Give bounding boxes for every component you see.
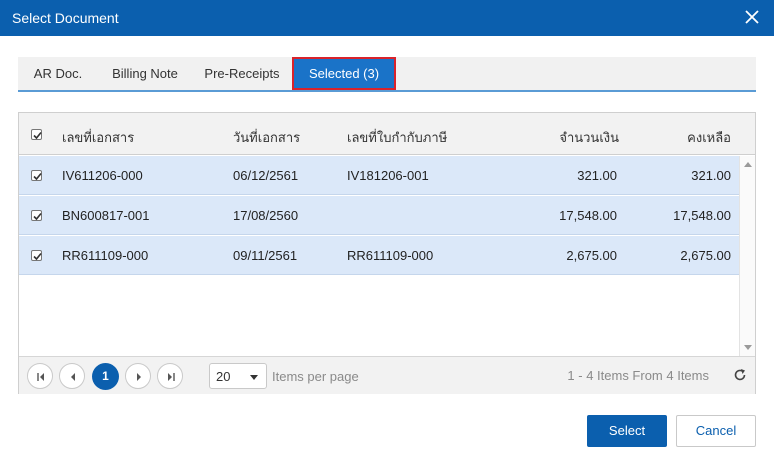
page-size-dropdown[interactable]: 20 <box>209 363 267 389</box>
grid-header: เลขที่เอกสาร วันที่เอกสาร เลขที่ใบกำกับภ… <box>19 113 755 155</box>
vertical-scrollbar[interactable] <box>739 156 755 356</box>
dialog-titlebar: Select Document <box>0 0 774 36</box>
check-icon <box>33 252 42 261</box>
prev-page-icon <box>71 373 75 381</box>
page-number-current[interactable]: 1 <box>92 363 119 390</box>
check-icon <box>33 212 42 221</box>
first-page-icon <box>37 373 44 381</box>
cell-doc-date: 09/11/2561 <box>233 248 298 263</box>
cell-doc-no: RR611109-000 <box>62 248 149 263</box>
tab-billing-note[interactable]: Billing Note <box>112 66 178 81</box>
refresh-icon[interactable] <box>733 368 747 382</box>
cell-doc-date: 17/08/2560 <box>233 208 299 223</box>
cell-amount: 17,548.00 <box>559 208 617 223</box>
select-button[interactable]: Select <box>587 415 667 447</box>
page-size-value: 20 <box>216 369 231 384</box>
column-header-amount[interactable]: จำนวนเงิน <box>559 130 619 145</box>
cell-tax-invoice: RR611109-000 <box>347 248 434 263</box>
next-page-icon <box>137 373 141 381</box>
grid-body: IV611206-000 06/12/2561 IV181206-001 321… <box>19 156 739 356</box>
cell-amount: 321.00 <box>577 168 617 183</box>
column-header-doc-date[interactable]: วันที่เอกสาร <box>233 130 301 145</box>
cell-doc-no: BN600817-001 <box>62 208 150 223</box>
column-header-doc-no[interactable]: เลขที่เอกสาร <box>62 130 135 145</box>
cell-balance: 17,548.00 <box>673 208 731 223</box>
document-grid: เลขที่เอกสาร วันที่เอกสาร เลขที่ใบกำกับภ… <box>18 112 756 394</box>
close-icon[interactable] <box>742 7 762 27</box>
cell-balance: 321.00 <box>691 168 731 183</box>
chevron-down-icon <box>250 375 258 380</box>
row-checkbox[interactable] <box>31 210 42 221</box>
column-header-tax-invoice[interactable]: เลขที่ใบกำกับภาษี <box>347 130 448 145</box>
check-icon <box>33 172 42 181</box>
column-header-balance[interactable]: คงเหลือ <box>687 130 731 145</box>
last-page-button[interactable] <box>157 363 183 389</box>
pager-info: 1 - 4 Items From 4 Items <box>567 368 709 383</box>
next-page-button[interactable] <box>125 363 151 389</box>
prev-page-button[interactable] <box>59 363 85 389</box>
cell-balance: 2,675.00 <box>680 248 731 263</box>
table-row[interactable]: IV611206-000 06/12/2561 IV181206-001 321… <box>19 156 739 195</box>
last-page-icon <box>168 373 175 381</box>
cell-doc-no: IV611206-000 <box>62 168 143 183</box>
row-checkbox[interactable] <box>31 250 42 261</box>
items-per-page-label: Items per page <box>272 369 359 384</box>
row-checkbox[interactable] <box>31 170 42 181</box>
scroll-down-icon[interactable] <box>744 345 752 350</box>
first-page-button[interactable] <box>27 363 53 389</box>
pager: 1 20 Items per page 1 - 4 Items From 4 I… <box>19 356 755 394</box>
cell-doc-date: 06/12/2561 <box>233 168 299 183</box>
cell-tax-invoice: IV181206-001 <box>347 168 429 183</box>
table-row[interactable]: BN600817-001 17/08/2560 17,548.00 17,548… <box>19 196 739 235</box>
check-icon <box>33 131 42 140</box>
tab-strip: AR Doc. Billing Note Pre-Receipts Select… <box>18 57 756 92</box>
table-row[interactable]: RR611109-000 09/11/2561 RR611109-000 2,6… <box>19 236 739 275</box>
select-all-checkbox[interactable] <box>31 129 42 140</box>
dialog-title: Select Document <box>12 10 119 26</box>
cell-amount: 2,675.00 <box>566 248 617 263</box>
cancel-button[interactable]: Cancel <box>676 415 756 447</box>
tab-ar-doc[interactable]: AR Doc. <box>33 66 83 81</box>
scroll-up-icon[interactable] <box>744 162 752 167</box>
tab-pre-receipts[interactable]: Pre-Receipts <box>204 66 280 81</box>
tab-selected[interactable]: Selected (3) <box>292 57 396 90</box>
